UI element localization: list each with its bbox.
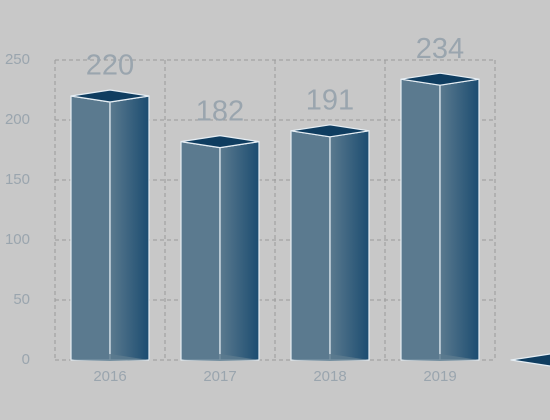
bar-base — [291, 354, 369, 361]
bar-top — [70, 89, 150, 103]
bar-side — [439, 78, 480, 361]
bar-top — [400, 72, 480, 86]
bar-top — [510, 353, 550, 367]
bar-front — [180, 141, 221, 361]
bar-side — [219, 141, 260, 361]
bar-top — [180, 135, 260, 149]
bar-side — [109, 95, 150, 361]
data-label: 220 — [86, 50, 134, 82]
data-label: 234 — [416, 33, 464, 65]
x-tick-label: 2018 — [313, 368, 346, 385]
y-tick-label: 50 — [13, 291, 30, 308]
x-tick-label: 2017 — [203, 368, 236, 385]
y-tick-label: 200 — [5, 111, 30, 128]
data-label: 182 — [196, 95, 244, 127]
bar-top — [290, 124, 370, 138]
data-label: 191 — [306, 84, 354, 116]
x-tick-label: 2016 — [93, 368, 126, 385]
bar-base — [181, 354, 259, 361]
bar-side — [329, 130, 370, 361]
y-tick-label: 100 — [5, 231, 30, 248]
x-tick-label: 2019 — [423, 368, 456, 385]
y-tick-label: 0 — [22, 351, 30, 368]
bar-front — [400, 78, 441, 361]
bar-front — [290, 130, 331, 361]
y-tick-label: 250 — [5, 51, 30, 68]
bar-base — [401, 354, 479, 361]
y-tick-label: 150 — [5, 171, 30, 188]
bar-base — [71, 354, 149, 361]
bar-front — [70, 95, 111, 361]
